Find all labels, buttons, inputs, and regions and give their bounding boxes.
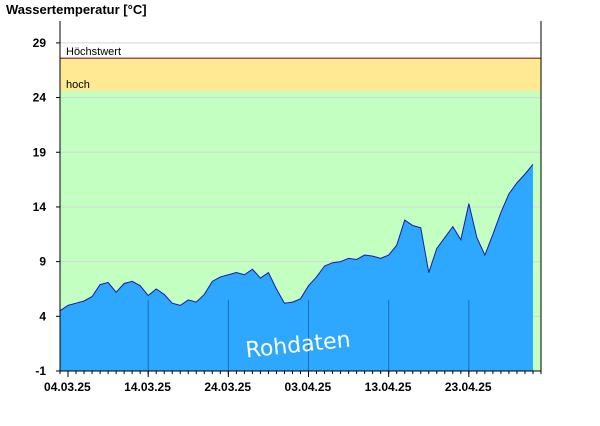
y-tick-label: 29 [33, 36, 47, 50]
x-tick-label: 03.04.25 [285, 380, 332, 394]
x-axis-ticks: 04.03.25 14.03.25 24.03.25 03.04.25 13.04.25… [44, 371, 542, 394]
band-label-hoch: hoch [66, 79, 90, 91]
chart-title: Wassertemperatur [°C] [6, 2, 147, 17]
y-tick-label: 14 [33, 200, 47, 214]
threshold-lines: Höchstwert [60, 46, 541, 59]
x-tick-label: 23.04.25 [445, 380, 492, 394]
y-tick-label: 4 [39, 309, 46, 323]
x-tick-label: 24.03.25 [204, 380, 251, 394]
series-area [60, 164, 533, 371]
y-axis-ticks: -1 4 9 14 19 24 29 [33, 36, 60, 378]
series-layer [59, 163, 534, 371]
y-tick-label: 19 [33, 145, 47, 159]
x-tick-label: 13.04.25 [365, 380, 412, 394]
y-tick-label: 24 [33, 91, 47, 105]
y-tick-label: 9 [39, 255, 46, 269]
series-line [59, 163, 534, 312]
band-hoch [60, 58, 541, 91]
y-tick-label: -1 [35, 364, 46, 378]
threshold-label: Höchstwert [66, 46, 121, 58]
x-tick-label: 04.03.25 [44, 380, 91, 394]
x-tick-label: 14.03.25 [124, 380, 171, 394]
